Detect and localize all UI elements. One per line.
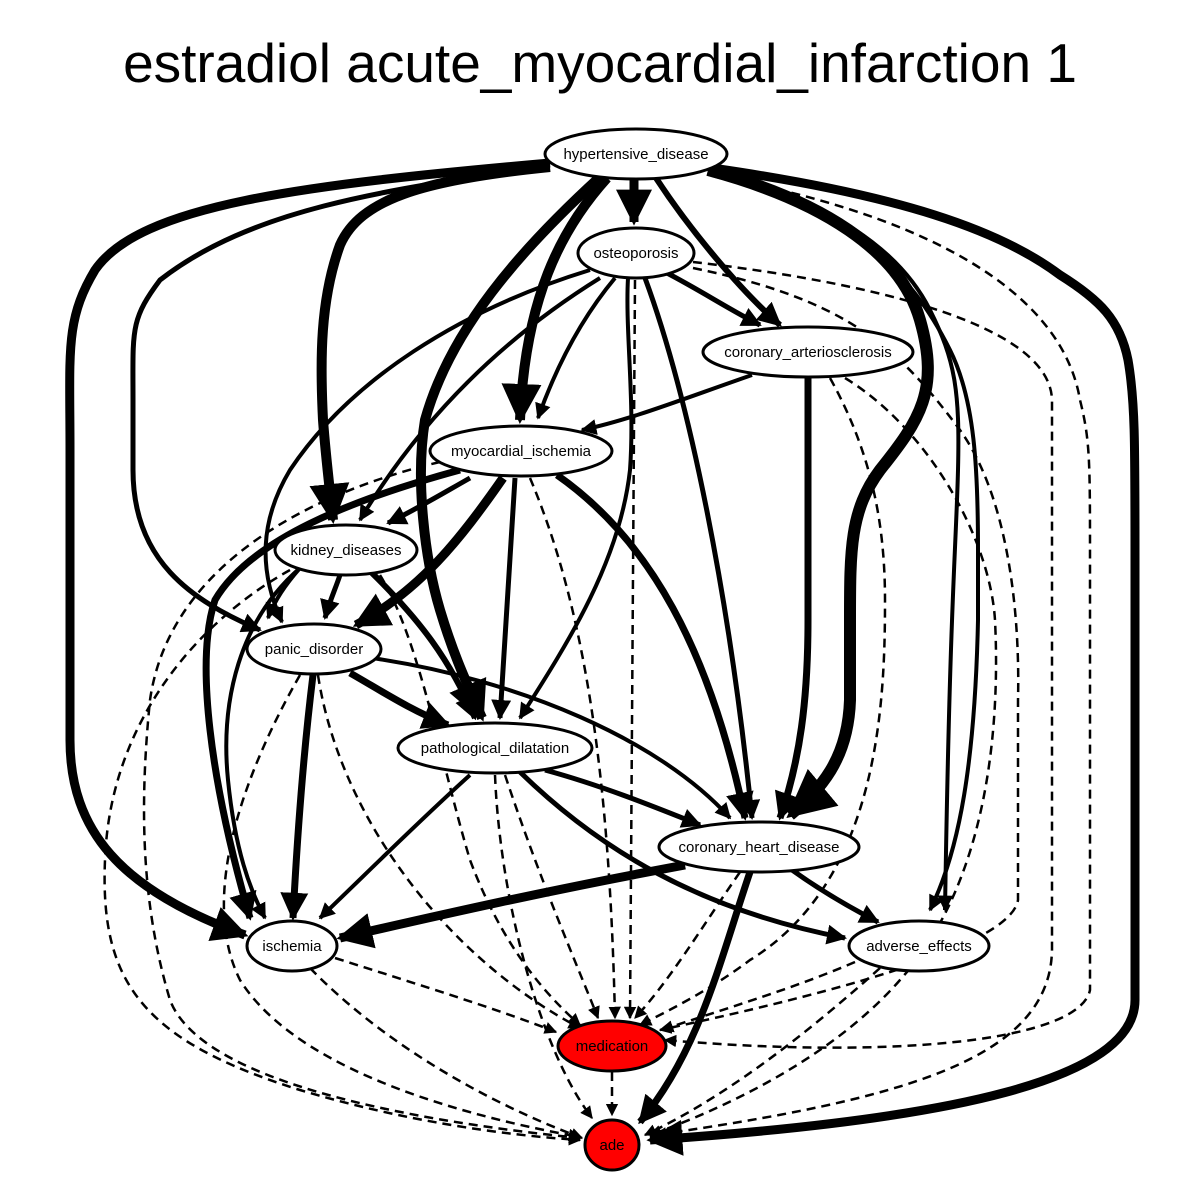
edge-pathological-to-ischemia (318, 773, 472, 920)
edge-coronary-heart-to-adverse (790, 867, 880, 925)
edge-coronary-arteriosclerosis-to-ade-dashed (648, 376, 998, 1138)
node-label: adverse_effects (866, 938, 972, 955)
edge-myocardial-to-coronary-heart (554, 472, 754, 821)
edge-ischemia-to-medication-dashed (334, 956, 558, 1034)
node-medication[interactable]: medication (556, 1019, 668, 1073)
edge-coronary-arteriosclerosis-to-myocardial (580, 373, 753, 435)
node-label: medication (576, 1038, 649, 1055)
node-coronary-arteriosclerosis[interactable]: coronary_arteriosclerosis (701, 325, 915, 379)
node-myocardial-ischemia[interactable]: myocardial_ischemia (428, 424, 614, 478)
edge-hypertensive-to-medication-dashed (663, 175, 1092, 1049)
node-hypertensive-disease[interactable]: hypertensive_disease (543, 127, 729, 181)
node-osteoporosis[interactable]: osteoporosis (576, 226, 696, 280)
edge-hypertensive-to-adverse-1 (709, 170, 961, 912)
edge-hypertensive-to-myocardial (501, 174, 611, 424)
edge-panic-to-coronary-heart (371, 656, 732, 820)
node-label: osteoporosis (593, 245, 678, 262)
edge-hypertensive-to-coronary-arteriosclerosis (653, 176, 782, 328)
edge-adverse-to-ade-dashed (643, 967, 881, 1137)
edge-panic-to-ade-dashed (222, 674, 582, 1142)
edge-osteoporosis-to-pathological (518, 277, 634, 720)
edge-kidney-to-ischemia (224, 566, 302, 920)
edge-pathological-to-coronary-heart (544, 767, 702, 828)
node-label: pathological_dilatation (421, 740, 569, 757)
node-label: coronary_heart_disease (679, 839, 840, 856)
edge-hypertensive-to-adverse-2 (711, 173, 980, 912)
node-adverse-effects[interactable]: adverse_effects (847, 919, 991, 973)
edge-myocardial-to-panic (352, 475, 507, 629)
edge-osteoporosis-to-myocardial (535, 276, 617, 420)
edge-osteoporosis-to-panic (263, 268, 591, 624)
node-coronary-heart-disease[interactable]: coronary_heart_disease (657, 820, 861, 874)
edge-hypertensive-to-panic (130, 164, 546, 633)
node-panic-disorder[interactable]: panic_disorder (245, 622, 383, 676)
node-label: hypertensive_disease (563, 146, 708, 163)
edge-kidney-to-panic (320, 574, 343, 620)
node-ischemia[interactable]: ischemia (245, 919, 339, 973)
edge-panic-to-pathological (348, 669, 451, 729)
edge-hypertensive-to-ischemia (65, 158, 551, 941)
edge-osteoporosis-to-coronary-arteriosclerosis (663, 269, 762, 328)
node-label: panic_disorder (265, 641, 363, 658)
node-label: coronary_arteriosclerosis (724, 344, 892, 361)
edge-pathological-to-ade-dashed (493, 774, 593, 1119)
node-label: kidney_diseases (291, 542, 402, 559)
edge-myocardial-to-ade-dashed (142, 460, 582, 1144)
edge-myocardial-to-pathological (491, 477, 518, 720)
node-pathological-dilatation[interactable]: pathological_dilatation (396, 721, 594, 775)
edge-hypertensive-to-ade (646, 163, 1140, 1156)
edge-coronary-heart-to-medication-dashed (634, 871, 742, 1019)
edge-adverse-to-medication-dashed (660, 960, 856, 1033)
node-label: ischemia (262, 938, 322, 955)
node-kidney-diseases[interactable]: kidney_diseases (273, 523, 419, 577)
edge-coronary-heart-to-ischemia (336, 860, 686, 949)
node-label: myocardial_ischemia (451, 443, 592, 460)
edge-myocardial-to-ischemia (202, 466, 461, 921)
edge-coronary-heart-to-ade (637, 870, 754, 1125)
diagram-title: estradiol acute_myocardial_infarction 1 (123, 32, 1077, 94)
edge-osteoporosis-to-ischemia-dashed (653, 260, 1054, 1140)
edge-coronary-arteriosclerosis-to-coronary-heart (774, 378, 812, 821)
edge-myocardial-to-kidney (386, 475, 472, 526)
edge-kidney-to-medication-dashed (378, 574, 581, 1026)
edge-osteoporosis-to-medication-dashed (623, 279, 637, 1020)
node-label: ade (599, 1137, 624, 1154)
node-ade[interactable]: ade (583, 1118, 641, 1172)
edge-panic-to-ischemia (280, 674, 317, 921)
edge-osteoporosis-to-coronary-heart (642, 277, 761, 820)
edge-myocardial-to-medication-dashed (528, 477, 621, 1020)
edge-kidney-to-ade-dashed (103, 568, 582, 1146)
edge-panic-to-medication-dashed (316, 674, 582, 1030)
edge-hypertensive-to-kidney (309, 162, 551, 524)
edge-kidney-to-panic-2 (265, 566, 302, 620)
edge-ischemia-to-ade-dashed (309, 967, 584, 1140)
edge-osteoporosis-to-kidney (358, 276, 602, 522)
